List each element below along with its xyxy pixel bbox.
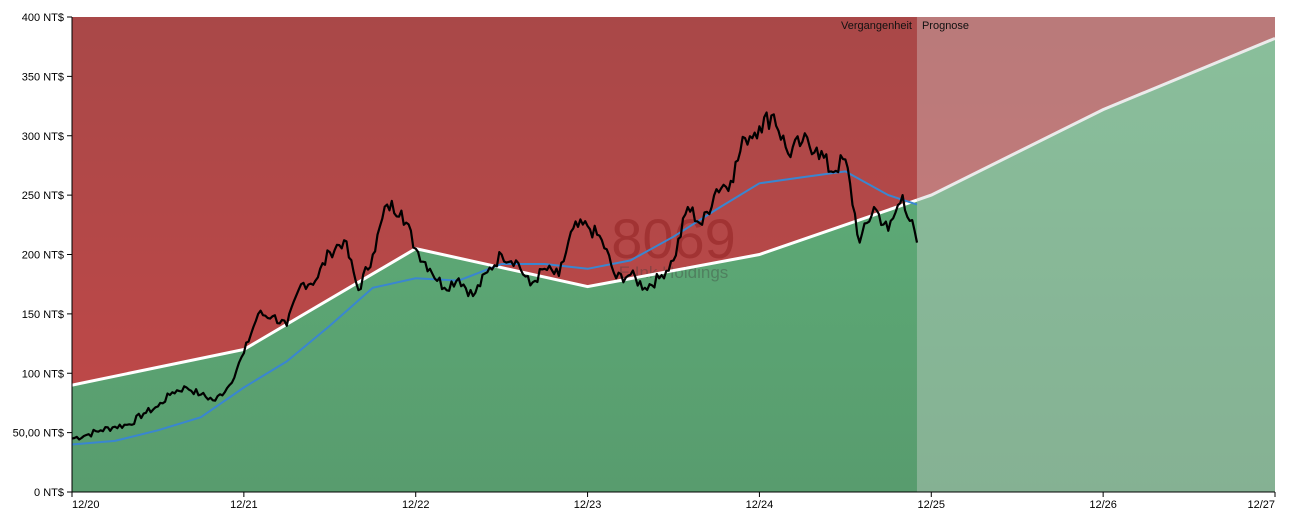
y-tick-label: 50,00 NT$ (13, 428, 64, 440)
y-tick-label: 100 NT$ (22, 368, 64, 380)
x-tick-label: 12/25 (918, 499, 946, 511)
y-tick-label: 0 NT$ (34, 487, 64, 499)
moving-average-line (72, 170, 918, 446)
x-axis-ticks: 12/20 12/21 12/22 12/23 12/24 12/25 12/26 12/27 (71, 492, 1276, 511)
forecast-period-label: Prognose (922, 20, 969, 32)
y-tick-label: 300 NT$ (22, 131, 64, 143)
price-line (72, 111, 919, 441)
undervalued-zone (72, 38, 1275, 492)
x-tick-label: 12/27 (1247, 499, 1275, 511)
x-tick-label: 12/24 (746, 499, 774, 511)
x-tick-label: 12/23 (574, 499, 602, 511)
x-tick-label: 12/22 (402, 499, 430, 511)
y-tick-label: 400 NT$ (22, 12, 64, 24)
fair-value-line (72, 198, 918, 387)
watermark-company-name: E Ink Holdings (619, 263, 729, 282)
x-tick-label: 12/20 (72, 499, 100, 511)
y-tick-label: 350 NT$ (22, 71, 64, 83)
y-tick-label: 200 NT$ (22, 250, 64, 262)
forecast-overlay (916, 17, 1275, 492)
y-tick-label: 150 NT$ (22, 309, 64, 321)
fair-value-forecast-line (916, 37, 1275, 202)
y-tick-label: 250 NT$ (22, 190, 64, 202)
x-tick-label: 12/26 (1089, 499, 1117, 511)
x-tick-label: 12/21 (230, 499, 258, 511)
past-period-label: Vergangenheit (841, 20, 912, 32)
plot-area: 8069 E Ink Holdings (72, 17, 1275, 492)
axes: 0 NT$ 50,00 NT$ 100 NT$ 150 NT$ 200 NT$ 250 N… (13, 12, 1276, 511)
y-axis-ticks: 0 NT$ 50,00 NT$ 100 NT$ 150 NT$ 200 NT$ 250 N… (13, 12, 72, 499)
